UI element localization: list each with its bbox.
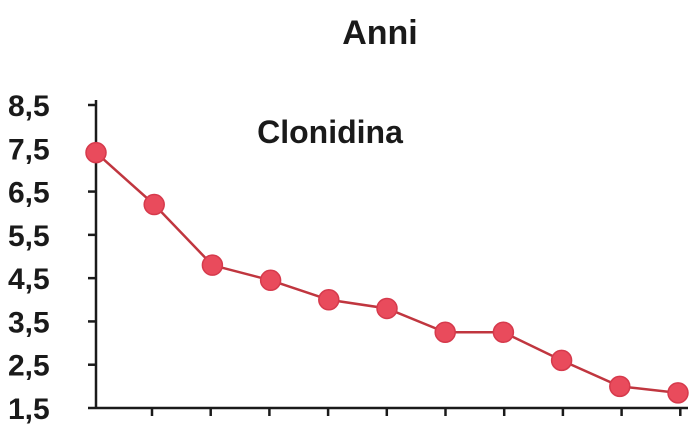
chart-subtitle: Clonidina: [257, 114, 403, 150]
data-point: [434, 321, 456, 343]
data-point: [667, 382, 689, 404]
y-tick-label: 5,5: [8, 220, 50, 253]
data-point: [259, 269, 282, 292]
data-point: [550, 349, 573, 372]
x-ticks: [150, 408, 682, 416]
series-line: [95, 151, 679, 395]
chart-title: Anni: [342, 14, 418, 52]
data-series: [85, 141, 689, 404]
y-tick-label: 7,5: [8, 133, 50, 166]
data-point: [318, 289, 340, 311]
data-point: [85, 141, 107, 164]
data-point: [609, 375, 631, 398]
data-point: [201, 254, 224, 276]
data-point: [143, 193, 165, 216]
data-point: [492, 321, 515, 343]
y-ticks: 8,5 7,5 6,5 5,5 4,5 3,5 2,5 1,5: [8, 90, 96, 426]
y-tick-label: 2,5: [8, 350, 50, 383]
data-point: [376, 297, 398, 320]
y-tick-label: 3,5: [8, 306, 50, 339]
y-tick-label: 8,5: [8, 90, 50, 123]
y-tick-label: 1,5: [8, 393, 50, 426]
y-tick-label: 6,5: [8, 177, 50, 210]
y-tick-label: 4,5: [8, 263, 50, 296]
